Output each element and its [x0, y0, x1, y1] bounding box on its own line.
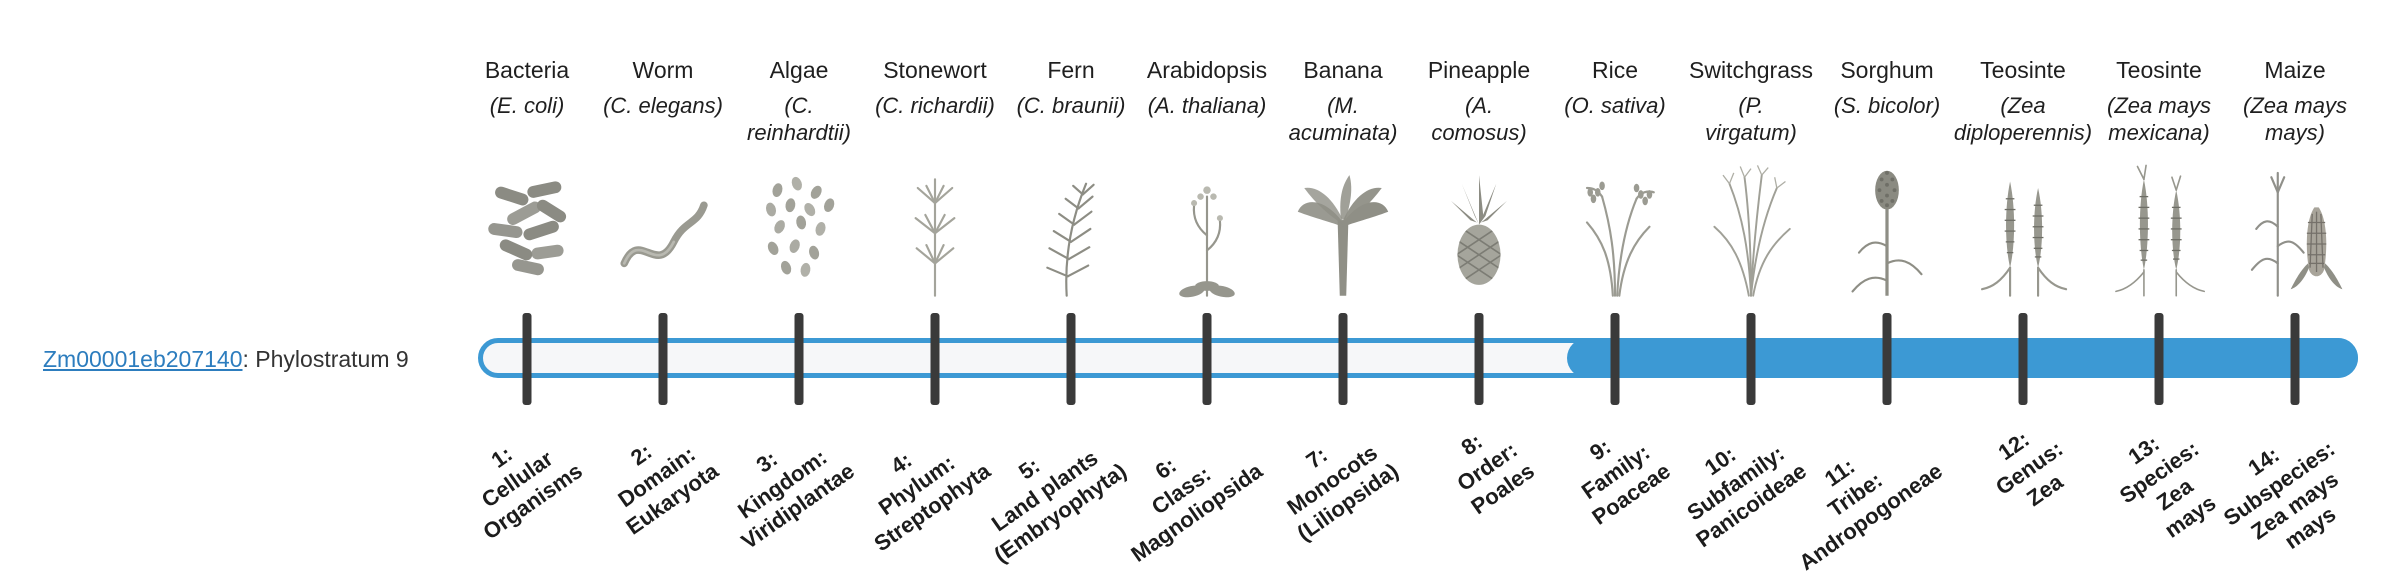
organism-column: Maize (Zea mays mays)	[2206, 56, 2384, 300]
organism-common-name: Worm	[632, 57, 694, 83]
organism-common-name: Fern	[1047, 57, 1095, 83]
rice-icon	[1526, 158, 1704, 300]
organism-scientific-name: (E. coli)	[489, 93, 565, 118]
stratum-label: 14: Subspecies: Zea mays mays	[2218, 435, 2343, 554]
stratum-tick	[1202, 313, 1212, 405]
organism-column: Worm (C. elegans)	[574, 56, 752, 300]
organism-column: Bacteria (E. coli)	[438, 56, 616, 300]
fern-icon	[982, 158, 1160, 300]
organism-scientific-name: (A. thaliana)	[1147, 93, 1267, 118]
sorghum-icon	[1798, 158, 1976, 300]
switchgrass-icon	[1662, 158, 1840, 300]
maize-icon	[2206, 158, 2384, 300]
organism-scientific-name: (A. comosus)	[1431, 93, 1527, 145]
organism-common-name: Teosinte	[1980, 57, 2066, 83]
organism-column: Banana (M. acuminata)	[1254, 56, 1432, 300]
organism-scientific-name: (O. sativa)	[1564, 93, 1666, 118]
organism-common-name: Sorghum	[1840, 57, 1934, 83]
organism-common-name: Switchgrass	[1689, 57, 1813, 83]
stonewort-icon	[846, 158, 1024, 300]
stratum-label: 7: Monocots (Liliopsida)	[1282, 439, 1403, 546]
organism-scientific-name: (C. richardii)	[875, 93, 995, 118]
pineapple-icon	[1390, 158, 1568, 300]
organism-column: Stonewort (C. richardii)	[846, 56, 1024, 300]
stratum-label: 8: Order: Poales	[1452, 428, 1539, 520]
stratum-tick	[2154, 313, 2164, 405]
organism-column: Switchgrass (P. virgatum)	[1662, 56, 1840, 300]
organism-column: Algae (C. reinhardtii)	[710, 56, 888, 300]
gene-id-link[interactable]: Zm00001eb207140	[43, 346, 243, 372]
organism-column: Sorghum (S. bicolor)	[1798, 56, 1976, 300]
organism-common-name: Bacteria	[484, 57, 570, 83]
stratum-tick	[1610, 313, 1620, 405]
organism-common-name: Algae	[769, 57, 829, 83]
organism-column: Teosinte (Zea diploperennis)	[1934, 56, 2112, 300]
organism-scientific-name: (Zea mays mexicana)	[2107, 93, 2211, 145]
stratum-label: 2: Domain: Eukaryota	[613, 438, 723, 540]
phylostratum-text: : Phylostratum 9	[242, 346, 409, 372]
stratum-label: 12: Genus: Zea	[1990, 426, 2068, 512]
stratum-label: 5: Land plants (Embryophyta)	[986, 445, 1131, 568]
organism-scientific-name: (Zea mays mays)	[2243, 93, 2347, 145]
stratum-tick	[522, 313, 532, 405]
organism-common-name: Maize	[2264, 57, 2326, 83]
gene-label: Zm00001eb207140: Phylostratum 9	[43, 346, 409, 373]
organism-scientific-name: (C. reinhardtii)	[747, 93, 851, 145]
algae-icon	[710, 158, 888, 300]
stratum-label: 4: Phylum: Streptophyta	[869, 447, 995, 557]
organism-common-name: Arabidopsis	[1146, 57, 1268, 83]
teosinte-diploperennis-icon	[1934, 158, 2112, 300]
bacteria-icon	[438, 158, 616, 300]
organism-column: Teosinte (Zea mays mexicana)	[2070, 56, 2248, 300]
organism-common-name: Stonewort	[883, 57, 987, 83]
stratum-tick	[2290, 313, 2300, 405]
organism-common-name: Pineapple	[1427, 57, 1531, 83]
organism-column: Pineapple (A. comosus)	[1390, 56, 1568, 300]
organism-column: Arabidopsis (A. thaliana)	[1118, 56, 1296, 300]
stratum-label: 11: Tribe: Andropogoneae	[1794, 453, 1947, 576]
organism-common-name: Teosinte	[2116, 57, 2202, 83]
organism-scientific-name: (C. braunii)	[1016, 93, 1126, 118]
organism-scientific-name: (Zea diploperennis)	[1953, 93, 2093, 145]
worm-icon	[574, 158, 752, 300]
organism-common-name: Rice	[1591, 57, 1638, 83]
organism-scientific-name: (P. virgatum)	[1705, 93, 1797, 145]
stratum-tick	[1746, 313, 1756, 405]
stratum-tick	[930, 313, 940, 405]
stratum-tick	[794, 313, 804, 405]
stratum-label: 9: Family: Poaceae	[1576, 433, 1675, 530]
banana-icon	[1254, 158, 1432, 300]
stratum-label: 3: Kingdom: Viridiplantae	[733, 444, 859, 555]
stratum-label: 6: Class: Magnoliopsida	[1126, 452, 1267, 567]
stratum-tick	[1066, 313, 1076, 405]
organism-column: Rice (O. sativa)	[1526, 56, 1704, 300]
stratum-tick	[2018, 313, 2028, 405]
organism-column: Fern (C. braunii)	[982, 56, 1160, 300]
stratum-tick	[1882, 313, 1892, 405]
stratum-tick	[1338, 313, 1348, 405]
organism-scientific-name: (C. elegans)	[603, 93, 723, 118]
stratum-tick	[1474, 313, 1484, 405]
stratum-tick	[658, 313, 668, 405]
phylostratum-bar-fill	[1567, 338, 2358, 378]
teosinte-mexicana-icon	[2070, 158, 2248, 300]
stratum-label: 1: Cellular Organisms	[476, 441, 587, 545]
organism-scientific-name: (S. bicolor)	[1833, 93, 1941, 118]
organism-scientific-name: (M. acuminata)	[1288, 93, 1398, 145]
arabidopsis-icon	[1118, 158, 1296, 300]
organism-common-name: Banana	[1303, 57, 1383, 83]
